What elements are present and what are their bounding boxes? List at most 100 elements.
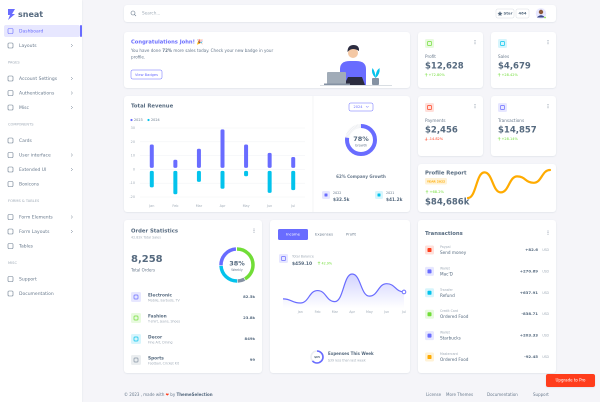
stat-icon-glyph [427,105,432,110]
bar [173,159,178,168]
stat-change: -14.82% [429,137,444,141]
card [418,96,483,156]
card-title: Transactions [425,231,463,237]
menu-item[interactable]: Form Elements [19,215,53,221]
menu-dots[interactable] [547,104,549,105]
menu-icon [7,90,14,96]
year-badge-label: YEAR 2022 [426,179,445,183]
chevron [70,76,73,81]
stat-change: +28.14% [502,137,519,141]
menu-item[interactable]: Documentation [19,291,54,297]
chevron [70,43,73,48]
footer-link[interactable]: License [426,392,442,397]
menu-item[interactable]: Form Layouts [19,229,50,235]
menu-heading: FORMS & TABLES [8,199,40,203]
menu-dots[interactable] [547,41,549,43]
star-count-box [515,8,530,19]
icon [131,334,141,344]
radial-value [345,124,377,156]
menu-dots[interactable] [253,228,255,230]
footer-link[interactable]: Support [533,392,549,397]
menu-item[interactable]: Support [19,277,37,283]
message-text: You have done [130,48,162,53]
menu-dots[interactable] [474,40,476,41]
year-dropdown-label[interactable]: 2024 [354,105,364,109]
legend-label: 2023 [134,118,143,122]
star-button[interactable] [495,8,515,19]
y-tick-label: 20 [131,140,135,144]
menu-item[interactable]: Tables [18,244,34,250]
menu-dots[interactable] [474,41,476,43]
menu-dots[interactable] [547,43,549,45]
icon-glyph [133,357,139,363]
income-area [283,274,404,308]
menu-dots[interactable] [474,43,476,45]
upgrade-button[interactable] [546,374,595,387]
menu-item[interactable]: Boxicons [19,182,40,188]
caret [365,105,369,108]
badge-button-label[interactable]: View Badges [135,73,158,77]
menu-dots[interactable] [547,230,549,232]
card [418,220,556,373]
transaction-currency: USD [542,312,549,316]
transaction-method: Mastercard [440,352,458,356]
footer-link[interactable]: Documentation [487,392,518,397]
menu-dots[interactable] [547,107,549,109]
menu-dots[interactable] [474,107,476,109]
bar [291,170,296,191]
brand-link[interactable]: ThemeSelection [176,392,212,397]
profile-line [466,168,552,200]
stat-amount: $2,456 [425,126,458,136]
balance-label: Total Balance [291,255,314,259]
menu-dots[interactable] [547,105,549,107]
tab[interactable]: Expenses [315,232,333,237]
icon [425,103,434,112]
footer-link[interactable]: More Themes [446,392,473,397]
menu-item[interactable]: Cards [19,138,33,144]
menu-item[interactable]: Misc [19,105,29,111]
transaction-amount: +203.33 [520,333,539,338]
menu-icon [7,166,14,173]
menu-icon [7,152,14,158]
upgrade-label[interactable]: Upgrade to Pro [555,378,586,383]
tab[interactable]: Profit [346,232,356,237]
welcome-title: Congratulations John! 🎉 [131,39,204,46]
menu-item[interactable]: Dashboard [19,29,44,35]
menu-item[interactable]: Account Settings [19,76,58,82]
menu-dots[interactable] [253,231,255,233]
menu-item[interactable]: Layouts [19,43,37,49]
donut-segment [219,247,255,283]
star-label[interactable]: Star [504,11,513,16]
badge-button[interactable] [130,69,163,80]
menu-dots[interactable] [547,40,549,41]
company-growth: 62% Company Growth [336,174,386,179]
bar [220,170,225,189]
menu-dots[interactable] [547,232,549,234]
search-input[interactable]: Search... [142,11,160,16]
bar [220,129,225,168]
chevron [70,153,73,157]
menu-item[interactable]: Extended UI [19,167,46,173]
transaction-currency: USD [542,269,549,273]
y-tick-label: -10 [129,181,135,185]
transaction-amount: +270.69 [520,268,539,273]
order-item-desc: Mobile, Earbuds, TV [148,299,180,303]
copyright: © 2023 , made with ❤ by ThemeSelection [124,392,213,397]
menu-dots[interactable] [253,230,255,232]
ring-value [310,350,324,364]
tab[interactable]: Income [286,232,301,237]
menu-dots[interactable] [474,105,476,107]
year-dropdown[interactable] [348,102,374,112]
y-tick-label: 10 [131,154,135,158]
menu-item[interactable]: Authentications [19,91,55,97]
illus-plant [371,68,380,78]
menu-item[interactable]: User interface [19,153,51,159]
legend-marker [130,118,133,122]
bar [244,144,249,168]
transaction-method: Wallet [440,266,451,270]
year-amount: $32.5k [333,197,350,203]
menu-dots[interactable] [474,104,476,105]
transaction-desc: Ordered Food [440,314,469,319]
tab-active[interactable] [278,229,308,240]
menu-dots[interactable] [547,233,549,235]
